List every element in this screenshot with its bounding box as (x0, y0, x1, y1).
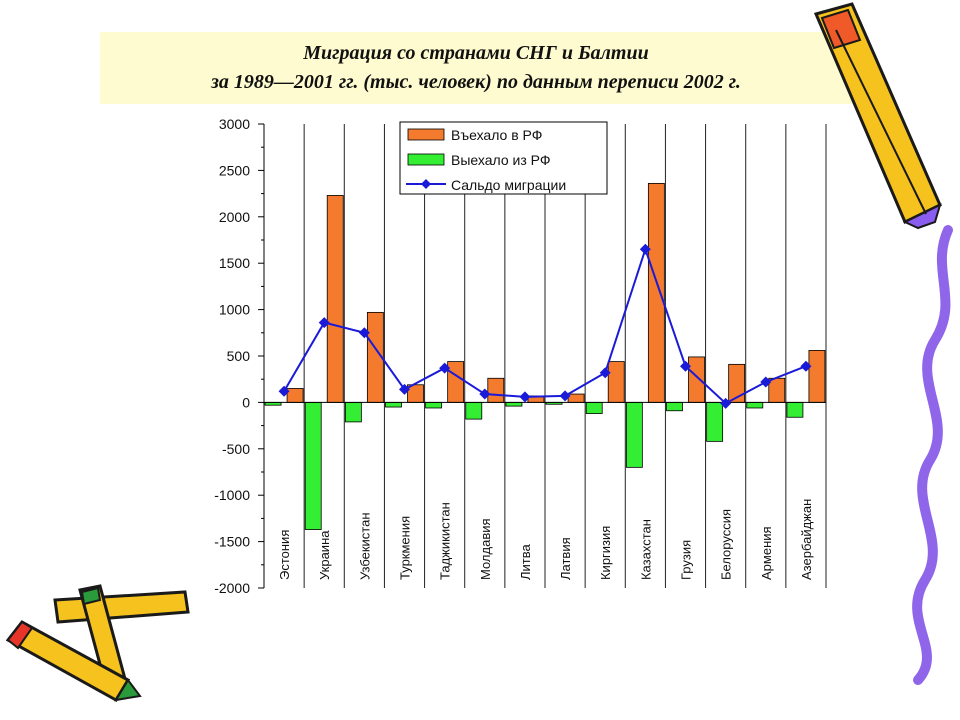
category-label-эстония: Эстония (277, 530, 292, 580)
saldo-marker-грузия (680, 360, 691, 372)
y-tick-label: 500 (227, 348, 251, 364)
bar-arrived-грузия (688, 356, 705, 403)
category-labels: Эстония Украина Узбекистан Туркмения Таджики… (277, 499, 814, 580)
saldo-marker-литва (519, 391, 531, 403)
bar-departed-узбекистан (344, 401, 362, 423)
bar-departed-казахстан (625, 401, 643, 468)
category-label-армения: Армения (759, 526, 774, 580)
saldo-marker-туркмения (399, 383, 410, 395)
bar-departed-туркмения (385, 401, 402, 408)
saldo-marker-таджикистан (439, 362, 451, 374)
bar-arrived-латвия (567, 393, 585, 403)
bar-departed-украина (304, 401, 322, 530)
legend: Въехало в РФ Выехало из РФ Сальдо миграц… (399, 121, 608, 195)
category-label-белоруссия: Белоруссия (719, 509, 734, 580)
saldo-marker-казахстан (639, 243, 651, 255)
saldo-marker-молдавия (479, 388, 491, 400)
y-axis-ticks: 3000 2500 2000 1500 1000 500 0 -500 -1000 -1500 -2… (214, 116, 264, 596)
bar-departed-таджикистан (425, 401, 443, 409)
saldo-marker-украина (318, 317, 330, 329)
saldo-marker-киргизия (599, 367, 611, 379)
category-label-латвия: Латвия (558, 537, 573, 580)
category-label-туркмения: Туркмения (398, 516, 413, 580)
bar-departed-азербайджан (786, 401, 804, 418)
y-tick-label: 2500 (219, 162, 250, 178)
y-tick-label: 1000 (219, 302, 250, 318)
saldo-marker-азербайджан (800, 360, 812, 372)
category-label-молдавия: Молдавия (478, 518, 493, 580)
y-tick-label: -2000 (214, 580, 250, 596)
bar-departed-белоруссия (706, 401, 724, 442)
chart-title-box: Миграция со странами СНГ и Балтии за 198… (100, 32, 852, 104)
category-label-грузия: Грузия (679, 540, 694, 580)
y-tick-label: 0 (242, 394, 250, 410)
legend-swatch-arrived (407, 128, 445, 141)
legend-label-arrived: Въехало в РФ (451, 127, 542, 143)
bar-arrived-украина (326, 195, 344, 403)
category-label-таджикистан: Таджикистан (438, 502, 453, 580)
y-tick-label: -1500 (214, 534, 250, 550)
saldo-marker-эстония (278, 385, 290, 397)
saldo-marker-латвия (559, 390, 571, 402)
bar-arrived-эстония (286, 388, 304, 403)
pencils-bottom-left-icon (5, 584, 190, 703)
legend-swatch-departed (407, 153, 445, 166)
chart-title-line-2: за 1989—2001 гг. (тыс. человек) по данны… (211, 71, 741, 93)
bar-departed-литва (505, 401, 523, 407)
bars (264, 182, 826, 530)
y-tick-label: -500 (222, 441, 250, 457)
y-tick-label: 1500 (219, 255, 250, 271)
bar-departed-молдавия (465, 401, 483, 420)
bar-departed-киргизия (585, 401, 603, 414)
chart-title-line-1: Миграция со странами СНГ и Балтии (303, 42, 649, 64)
y-tick-label: 3000 (219, 116, 250, 132)
category-label-литва: Литва (518, 543, 533, 580)
legend-label-departed: Выехало из РФ (451, 152, 550, 168)
bar-departed-армения (746, 401, 764, 409)
bar-arrived-молдавия (487, 377, 505, 403)
category-label-киргизия: Киргизия (598, 526, 613, 580)
category-label-казахстан: Казахстан (638, 519, 653, 580)
category-label-узбекистан: Узбекистан (357, 512, 372, 580)
pencil-top-right-icon (813, 2, 942, 230)
saldo-marker-узбекистан (358, 327, 370, 339)
legend-label-saldo: Сальдо миграции (451, 177, 566, 193)
category-label-азербайджан: Азербайджан (799, 499, 814, 580)
bar-departed-грузия (666, 401, 683, 412)
saldo-marker-белоруссия (720, 397, 732, 409)
saldo-polyline (283, 246, 807, 405)
legend-swatch-saldo-marker (421, 179, 431, 189)
y-tick-label: 2000 (219, 209, 250, 225)
bar-arrived-азербайджан (808, 350, 826, 403)
bar-arrived-киргизия (607, 361, 625, 403)
y-tick-label: -1000 (214, 487, 250, 503)
category-label-украина: Украина (317, 530, 332, 580)
bar-arrived-казахстан (647, 182, 665, 403)
saldo-marker-армения (760, 376, 772, 388)
saldo-line (278, 243, 812, 409)
bar-arrived-таджикистан (447, 361, 465, 403)
ribbon-decoration-icon (912, 225, 953, 685)
